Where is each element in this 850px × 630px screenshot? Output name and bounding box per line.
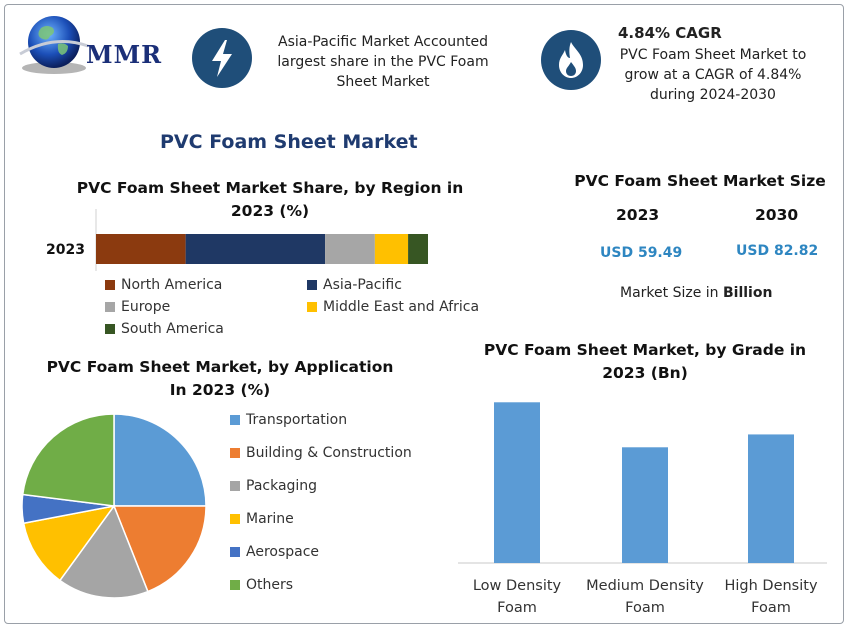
market-size-unit: Market Size in Billion (620, 285, 772, 301)
legend-label: Transportation (246, 412, 348, 428)
chart-title-line: PVC Foam Sheet Market, by Application (46, 358, 394, 376)
market-size-year-2023: 2023 (616, 206, 660, 224)
bar-segment-asia-pacific (185, 234, 326, 264)
region-chart-title: PVC Foam Sheet Market Share, by Region i… (60, 177, 480, 223)
legend-item-south-america: South America (105, 321, 224, 337)
grade-chart-title: PVC Foam Sheet Market, by Grade in 2023 … (470, 339, 820, 385)
bar-high-density (748, 434, 794, 563)
highlight-circle (192, 28, 252, 88)
x-tick-label: High Density (724, 578, 817, 594)
cagr-title: 4.84% CAGR (618, 24, 722, 42)
page-title: PVC Foam Sheet Market (160, 131, 418, 153)
legend-swatch (230, 481, 240, 491)
logo-text: MMR (86, 40, 163, 69)
legend-item-middle-east-africa: Middle East and Africa (307, 299, 479, 315)
legend-swatch (105, 324, 115, 334)
legend-item-others: Others (230, 577, 293, 593)
legend-swatch (105, 280, 115, 290)
legend-item-north-america: North America (105, 277, 222, 293)
legend-item-europe: Europe (105, 299, 170, 315)
chart-title-line: 2023 (%) (230, 202, 310, 220)
legend-label: Others (246, 577, 294, 593)
application-chart-title: PVC Foam Sheet Market, by Application In… (30, 356, 410, 402)
legend-item-asia-pacific: Asia-Pacific (307, 277, 402, 293)
bar-segment-middle-east-and-africa (374, 234, 409, 264)
legend-swatch (230, 514, 240, 524)
bar-segment-north-america (96, 234, 186, 264)
legend-item-aerospace: Aerospace (230, 544, 319, 560)
flame-icon (559, 42, 583, 78)
highlight-cagr-text: PVC Foam Sheet Market to grow at a CAGR … (608, 45, 818, 105)
highlight-line: Sheet Market (336, 74, 430, 90)
unit-prefix: Market Size in (620, 285, 723, 301)
bar-segment-europe (325, 234, 375, 264)
legend-label: Middle East and Africa (323, 299, 480, 315)
highlight-circle (541, 30, 601, 90)
market-size-value-2030: USD 82.82 (736, 243, 819, 259)
legend-swatch (307, 302, 317, 312)
legend-label: Aerospace (246, 544, 320, 560)
chart-title-line: PVC Foam Sheet Market Share, by Region i… (76, 179, 464, 197)
bar-low-density (494, 402, 540, 563)
highlight-line: grow at a CAGR of 4.84% (624, 67, 802, 83)
legend-swatch (105, 302, 115, 312)
category-label: 2023 (46, 242, 85, 258)
x-tick-label: Low Density (473, 578, 562, 594)
legend-label: Europe (121, 299, 171, 315)
legend-label: South America (121, 321, 224, 337)
legend-swatch (230, 448, 240, 458)
highlight-line: Asia-Pacific Market Accounted (278, 34, 488, 50)
legend-item-packaging: Packaging (230, 478, 317, 494)
market-size-title: PVC Foam Sheet Market Size (574, 172, 826, 190)
market-size-value-2023: USD 59.49 (600, 245, 683, 261)
globe-logo-icon (19, 16, 89, 74)
chart-title-line: PVC Foam Sheet Market, by Grade in (483, 341, 807, 359)
pie-slice-marine (22, 504, 116, 582)
market-size-year-2030: 2030 (755, 206, 799, 224)
highlight-cagr: 4.84% CAGR (618, 23, 808, 43)
chart-title-line: In 2023 (%) (169, 381, 271, 399)
bar-medium-density (622, 447, 668, 563)
x-tick-label: Foam (751, 600, 791, 616)
bar-segment-south-america (408, 234, 428, 264)
x-tick-label: Foam (625, 600, 665, 616)
legend-label: Marine (246, 511, 294, 527)
pie-slice-others (21, 413, 115, 507)
chart-title-line: 2023 (Bn) (602, 364, 688, 382)
highlight-line: largest share in the PVC Foam (277, 54, 489, 70)
legend-swatch (230, 547, 240, 557)
infographic-frame (4, 4, 844, 624)
legend-label: Asia-Pacific (323, 277, 402, 293)
pie-slice-packaging (58, 504, 149, 599)
legend-swatch (230, 580, 240, 590)
pie-slice-building-construction (112, 505, 207, 593)
legend-swatch (230, 415, 240, 425)
legend-item-building-construction: Building & Construction (230, 445, 412, 461)
legend-item-marine: Marine (230, 511, 294, 527)
x-tick-label: Foam (497, 600, 537, 616)
legend-item-transportation: Transportation (230, 412, 347, 428)
legend-swatch (307, 280, 317, 290)
grade-bar-chart: Low Density Foam Medium Density Foam High De… (458, 402, 827, 616)
legend-label: Packaging (246, 478, 318, 494)
lightning-icon (212, 40, 232, 77)
legend-label: North America (121, 277, 223, 293)
unit-bold: Billion (722, 285, 773, 301)
highlight-line: PVC Foam Sheet Market to (619, 47, 807, 63)
application-pie-chart (21, 413, 207, 599)
highlight-region-text: Asia-Pacific Market Accounted largest sh… (265, 32, 501, 92)
x-tick-label: Medium Density (586, 578, 704, 594)
pie-slice-transportation (113, 413, 207, 507)
legend-label: Building & Construction (246, 445, 412, 461)
region-stacked-bar-chart: 2023 (46, 209, 428, 271)
highlight-line: during 2024-2030 (650, 87, 776, 103)
